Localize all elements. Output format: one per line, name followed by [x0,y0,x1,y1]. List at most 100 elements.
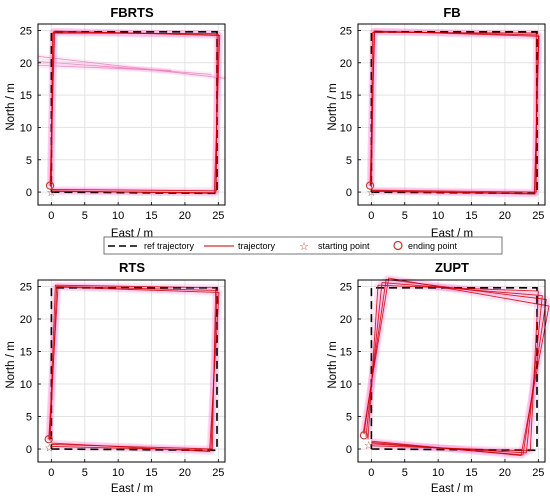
trajectory-halo [362,279,546,457]
x-tick-label: 20 [499,467,511,479]
x-tick-label: 20 [499,210,511,222]
y-tick-label: 15 [340,90,352,102]
x-tick-label: 5 [82,210,88,222]
chart-title: FB [443,5,460,20]
x-tick-label: 0 [368,210,374,222]
y-tick-label: 5 [26,155,32,167]
legend-label: ref trajectory [144,241,195,251]
x-tick-label: 20 [179,467,191,479]
chart-title: ZUPT [435,260,469,275]
x-axis-label: East / m [431,483,473,495]
y-tick-label: 15 [20,347,32,359]
y-tick-label: 5 [346,155,352,167]
trajectory-halo [364,281,542,455]
trajectory-halo [45,283,223,456]
trajectory-halo [47,28,222,197]
outlier-trajectory-line [37,61,212,75]
y-tick-label: 10 [340,122,352,134]
trajectory-line [48,286,220,453]
plot-frame [37,23,226,206]
y-tick-label: 20 [20,314,32,326]
chart-panel-fbrts: FBRTS East / m North / m 0 5 10 15 20 2505101… [5,5,226,240]
ending-point-marker [359,431,369,440]
trajectory-line [48,284,217,450]
ref-trajectory-line [370,286,538,452]
y-axis-label: North / m [327,83,339,130]
y-tick-label: 0 [26,187,32,199]
x-tick-label: 20 [179,210,191,222]
star-icon: ☆ [299,241,309,253]
trajectory-line [370,30,539,195]
x-tick-label: 10 [432,467,444,479]
trajectory-halo [359,274,550,459]
y-axis-label: North / m [5,83,17,130]
legend-label: trajectory [238,241,276,251]
y-tick-label: 0 [346,444,352,456]
trajectory-halo [366,27,543,197]
ref-trajectory-line [50,30,218,195]
chart-title: FBRTS [110,5,154,20]
legend: ref trajectory trajectory ☆ starting poi… [103,236,503,255]
plot-frame [357,23,546,206]
chart-panel-rts: RTS East / m North / m 0 5 10 15 20 25 0 5 10 15 2… [5,260,226,495]
x-tick-label: 10 [112,210,124,222]
trajectory-halo [46,283,221,454]
y-tick-label: 25 [20,282,32,294]
chart-title: RTS [119,260,145,275]
ending-point-marker [44,435,53,444]
circle-icon [393,240,403,251]
x-tick-label: 15 [465,210,477,222]
ref-trajectory-line [50,286,218,452]
trajectory-line [362,277,550,456]
ref-trajectory-line [370,30,538,195]
x-tick-label: 5 [402,210,408,222]
y-tick-label: 5 [26,412,32,424]
x-tick-label: 15 [145,210,157,222]
trajectory-halo [47,29,221,195]
trajectory-line [369,30,540,194]
trajectory-line [50,31,219,194]
trajectory-line [49,30,221,194]
trajectory-halo [360,275,550,459]
y-tick-label: 20 [340,314,352,326]
outlier-trajectory-line [37,55,226,79]
outlier-trajectory-line [37,65,172,71]
ending-point-marker [45,181,55,190]
starting-point-marker: ☆ [364,440,374,452]
x-tick-label: 25 [212,210,224,222]
y-tick-label: 10 [340,379,352,391]
y-axis-label: North / m [327,341,339,388]
x-tick-label: 0 [368,467,374,479]
trajectory-line [363,278,547,456]
ending-point-marker [365,181,375,190]
x-tick-label: 10 [112,467,124,479]
y-tick-label: 0 [346,187,352,199]
legend-box [103,236,503,255]
trajectory-halo [45,281,220,453]
chart-panel-zupt: ZUPT East / m North / m 0 5 10 15 20 25 0 5 10 15… [327,260,550,495]
trajectory-line [370,31,537,193]
y-tick-label: 5 [346,412,352,424]
y-tick-label: 0 [26,444,32,456]
x-axis-label: East / m [111,483,153,495]
y-tick-label: 10 [20,122,32,134]
trajectory-halo [367,28,540,196]
y-tick-label: 25 [20,25,32,37]
x-tick-label: 0 [48,210,54,222]
y-tick-label: 25 [340,25,352,37]
starting-point-marker: ☆ [46,187,56,199]
y-tick-label: 25 [340,282,352,294]
x-tick-label: 5 [82,467,88,479]
plot-frame [357,279,546,463]
x-tick-label: 0 [48,467,54,479]
legend-label: ending point [408,241,458,251]
y-tick-label: 15 [20,90,32,102]
y-axis-label: North / m [5,341,17,388]
x-tick-label: 25 [532,210,544,222]
x-tick-label: 15 [465,467,477,479]
x-tick-label: 5 [402,467,408,479]
x-tick-label: 25 [212,467,224,479]
y-tick-label: 20 [20,58,32,70]
trajectory-halo [46,27,224,197]
